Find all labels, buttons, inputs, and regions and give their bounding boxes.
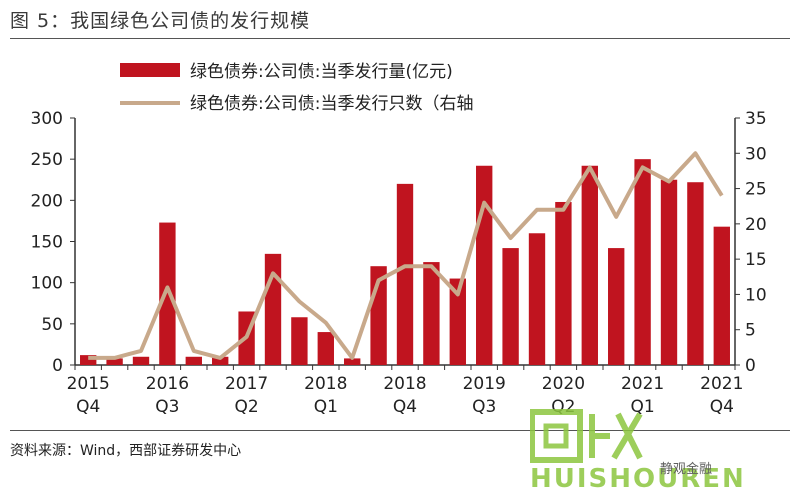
x-tick-label-quarter: Q4 [393, 397, 417, 417]
legend: 绿色债券:公司债:当季发行量(亿元) 绿色债券:公司债:当季发行只数（右轴 [120, 62, 473, 114]
y-right-tick-label: 15 [745, 250, 767, 270]
bar [634, 159, 651, 365]
bar [528, 233, 546, 365]
figure-title: 图 5：我国绿色公司债的发行规模 [10, 10, 311, 32]
x-tick-label-quarter: Q4 [76, 397, 100, 417]
bar [80, 355, 97, 365]
series-line [88, 151, 724, 360]
bar [317, 332, 334, 365]
x-tick-label-year: 2018 [304, 374, 347, 394]
bar [291, 317, 308, 365]
y-left-tick-label: 0 [52, 356, 63, 376]
x-tick-label-quarter: Q2 [234, 397, 258, 417]
y-right-tick-label: 10 [745, 285, 767, 305]
y-right-tick-label: 0 [745, 356, 756, 376]
y-left-tick-label: 150 [31, 233, 63, 253]
watermark-logo-icon [530, 409, 643, 463]
bottom-rule [10, 430, 790, 431]
x-tick-label-quarter: Q4 [710, 397, 734, 417]
bar [449, 278, 466, 365]
bar [713, 226, 730, 365]
bar [212, 356, 229, 365]
bar [423, 262, 440, 365]
x-tick-label-quarter: Q3 [472, 397, 496, 417]
watermark-logo-text: HUISHOUREN [530, 464, 746, 494]
bar [581, 165, 598, 365]
bar [502, 248, 519, 365]
plot-area: 0 50 100 150 200 250 300 0 5 10 15 20 25 30 35 2015 Q4 20… [31, 109, 767, 417]
y-left-tick-label: 250 [31, 150, 63, 170]
x-tick-label-year: 2021 [700, 374, 743, 394]
bar [106, 358, 123, 365]
y-right-tick-label: 5 [745, 321, 756, 341]
y-left-tick-label: 300 [31, 109, 63, 129]
bar [264, 253, 282, 365]
legend-bar-label: 绿色债券:公司债:当季发行量(亿元) [190, 62, 453, 82]
y-right-tick-label: 20 [745, 215, 767, 235]
top-rule [10, 38, 790, 39]
bar [159, 222, 176, 365]
legend-line-label: 绿色债券:公司债:当季发行只数（右轴 [190, 94, 473, 114]
y-left-tick-label: 50 [41, 315, 63, 335]
x-tick-label-year: 2017 [225, 374, 268, 394]
bar [344, 358, 361, 365]
y-right-tick-label: 25 [745, 180, 767, 200]
y-left-tick-label: 100 [31, 274, 63, 294]
bar [687, 182, 704, 365]
y-right-tick-label: 30 [745, 144, 767, 164]
x-tick-label-quarter: Q1 [630, 397, 654, 417]
x-tick-label-year: 2018 [383, 374, 426, 394]
bar [608, 248, 625, 365]
chart: 绿色债券:公司债:当季发行量(亿元) 绿色债券:公司债:当季发行只数（右轴 0 5… [31, 62, 767, 417]
x-tick-label-quarter: Q1 [314, 397, 338, 417]
bar [476, 165, 493, 365]
x-tick-label-year: 2015 [67, 374, 110, 394]
watermark: HUISHOUREN 静观金融 [530, 406, 790, 496]
bar [132, 356, 150, 365]
x-tick-label-year: 2016 [146, 374, 189, 394]
x-tick-label-year: 2019 [463, 374, 506, 394]
x-tick-label-year: 2021 [621, 374, 664, 394]
x-tick-label-quarter: Q3 [155, 397, 179, 417]
bar [396, 183, 414, 365]
y-left-tick-label: 200 [31, 191, 63, 211]
bar [555, 201, 572, 365]
x-tick-label-year: 2020 [542, 374, 585, 394]
bar [185, 356, 202, 365]
watermark-account: 静观金融 [660, 462, 713, 477]
y-right-tick-label: 35 [745, 109, 767, 129]
source-note: 资料来源：Wind，西部证券研发中心 [10, 443, 242, 459]
legend-bar-swatch [120, 63, 180, 77]
bar [660, 179, 678, 365]
